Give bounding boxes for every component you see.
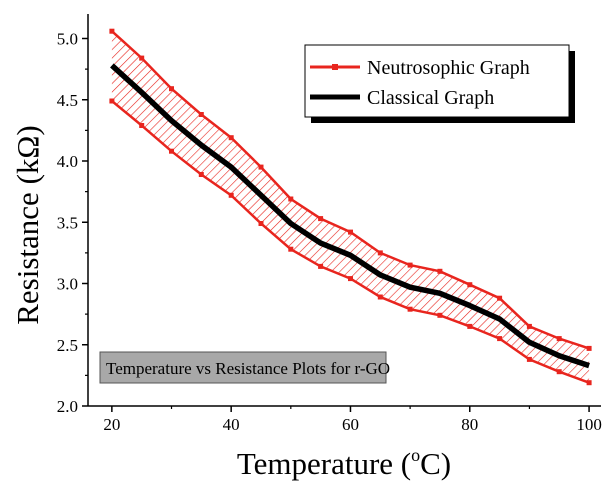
neutrosophic-upper-point: [198, 112, 204, 117]
annotation: Temperature vs Resistance Plots for r-GO: [99, 351, 390, 384]
neutrosophic-lower-point: [586, 380, 592, 386]
neutrosophic-upper-point: [109, 28, 115, 34]
annotation-label: Temperature vs Resistance Plots for r-GO: [106, 359, 390, 378]
legend-label-classical: Classical Graph: [367, 87, 494, 109]
x-axis-title: Temperature (oC): [237, 445, 451, 481]
neutrosophic-lower-point: [467, 323, 473, 329]
neutrosophic-upper-point: [467, 282, 473, 288]
axes: 20 40 60 80 100 2.0 2.5 3.0 3.5 4.0 4.5 5.0: [57, 14, 602, 434]
neutrosophic-upper-point: [377, 250, 383, 256]
x-axis-unit-open: (: [401, 446, 411, 481]
neutrosophic-lower-point: [258, 221, 264, 226]
neutrosophic-upper-point: [228, 135, 234, 141]
plot-area: [109, 28, 592, 386]
x-tick-label: 20: [103, 415, 120, 434]
annotation-box: [99, 351, 387, 384]
neutrosophic-lower-point: [318, 263, 324, 269]
x-tick-label: 60: [342, 415, 359, 434]
neutrosophic-lower-point: [109, 98, 115, 104]
legend-marker-neutrosophic: [332, 64, 338, 70]
neutrosophic-lower-point: [556, 369, 562, 375]
neutrosophic-lower-point: [198, 172, 204, 177]
neutrosophic-band-fill: [111, 31, 590, 383]
classical-line: [110, 63, 590, 369]
neutrosophic-upper-point: [437, 268, 443, 274]
neutrosophic-upper-point: [586, 345, 592, 351]
x-tick-label: 40: [223, 415, 240, 434]
y-tick-label: 2.0: [57, 397, 78, 416]
x-axis-title-text: Temperature: [237, 446, 393, 481]
neutrosophic-lower-point: [407, 306, 413, 312]
neutrosophic-upper-point: [556, 336, 562, 342]
neutrosophic-upper-point: [348, 229, 353, 235]
neutrosophic-lower-point: [169, 148, 174, 154]
neutrosophic-lower-point: [228, 192, 234, 198]
y-tick-label: 2.5: [57, 336, 78, 355]
neutrosophic-upper-point: [526, 323, 532, 329]
neutrosophic-upper-point: [407, 262, 413, 268]
y-tick-label: 4.0: [57, 152, 78, 171]
y-tick-label: 4.5: [57, 91, 78, 110]
neutrosophic-lower-point: [348, 276, 353, 282]
legend: Neutrosophic Graph Classical Graph: [304, 44, 575, 123]
neutrosophic-upper-point: [288, 196, 294, 202]
neutrosophic-lower-point: [497, 336, 503, 342]
neutrosophic-lower-point: [288, 246, 294, 252]
neutrosophic-lower-point: [139, 123, 145, 128]
neutrosophic-upper-point: [318, 216, 324, 222]
legend-box: [304, 44, 570, 118]
x-tick-label: 100: [576, 415, 602, 434]
legend-label-neutrosophic: Neutrosophic Graph: [367, 57, 530, 79]
neutrosophic-upper-point: [497, 295, 503, 301]
neutrosophic-upper-point: [258, 164, 264, 170]
neutrosophic-lower-point: [437, 312, 443, 318]
neutrosophic-upper-point: [169, 86, 174, 92]
x-axis-unit-degree: o: [411, 445, 420, 465]
neutrosophic-lower-point: [377, 294, 383, 300]
neutrosophic-upper-point: [139, 55, 145, 61]
y-tick-label: 5.0: [57, 30, 78, 49]
x-tick-label: 80: [461, 415, 478, 434]
y-axis-title: Resistance (kΩ): [10, 125, 45, 325]
neutrosophic-lower-point: [526, 356, 532, 362]
x-axis-unit-celsius: C): [420, 446, 451, 481]
y-tick-label: 3.0: [57, 275, 78, 294]
y-tick-label: 3.5: [57, 213, 78, 232]
